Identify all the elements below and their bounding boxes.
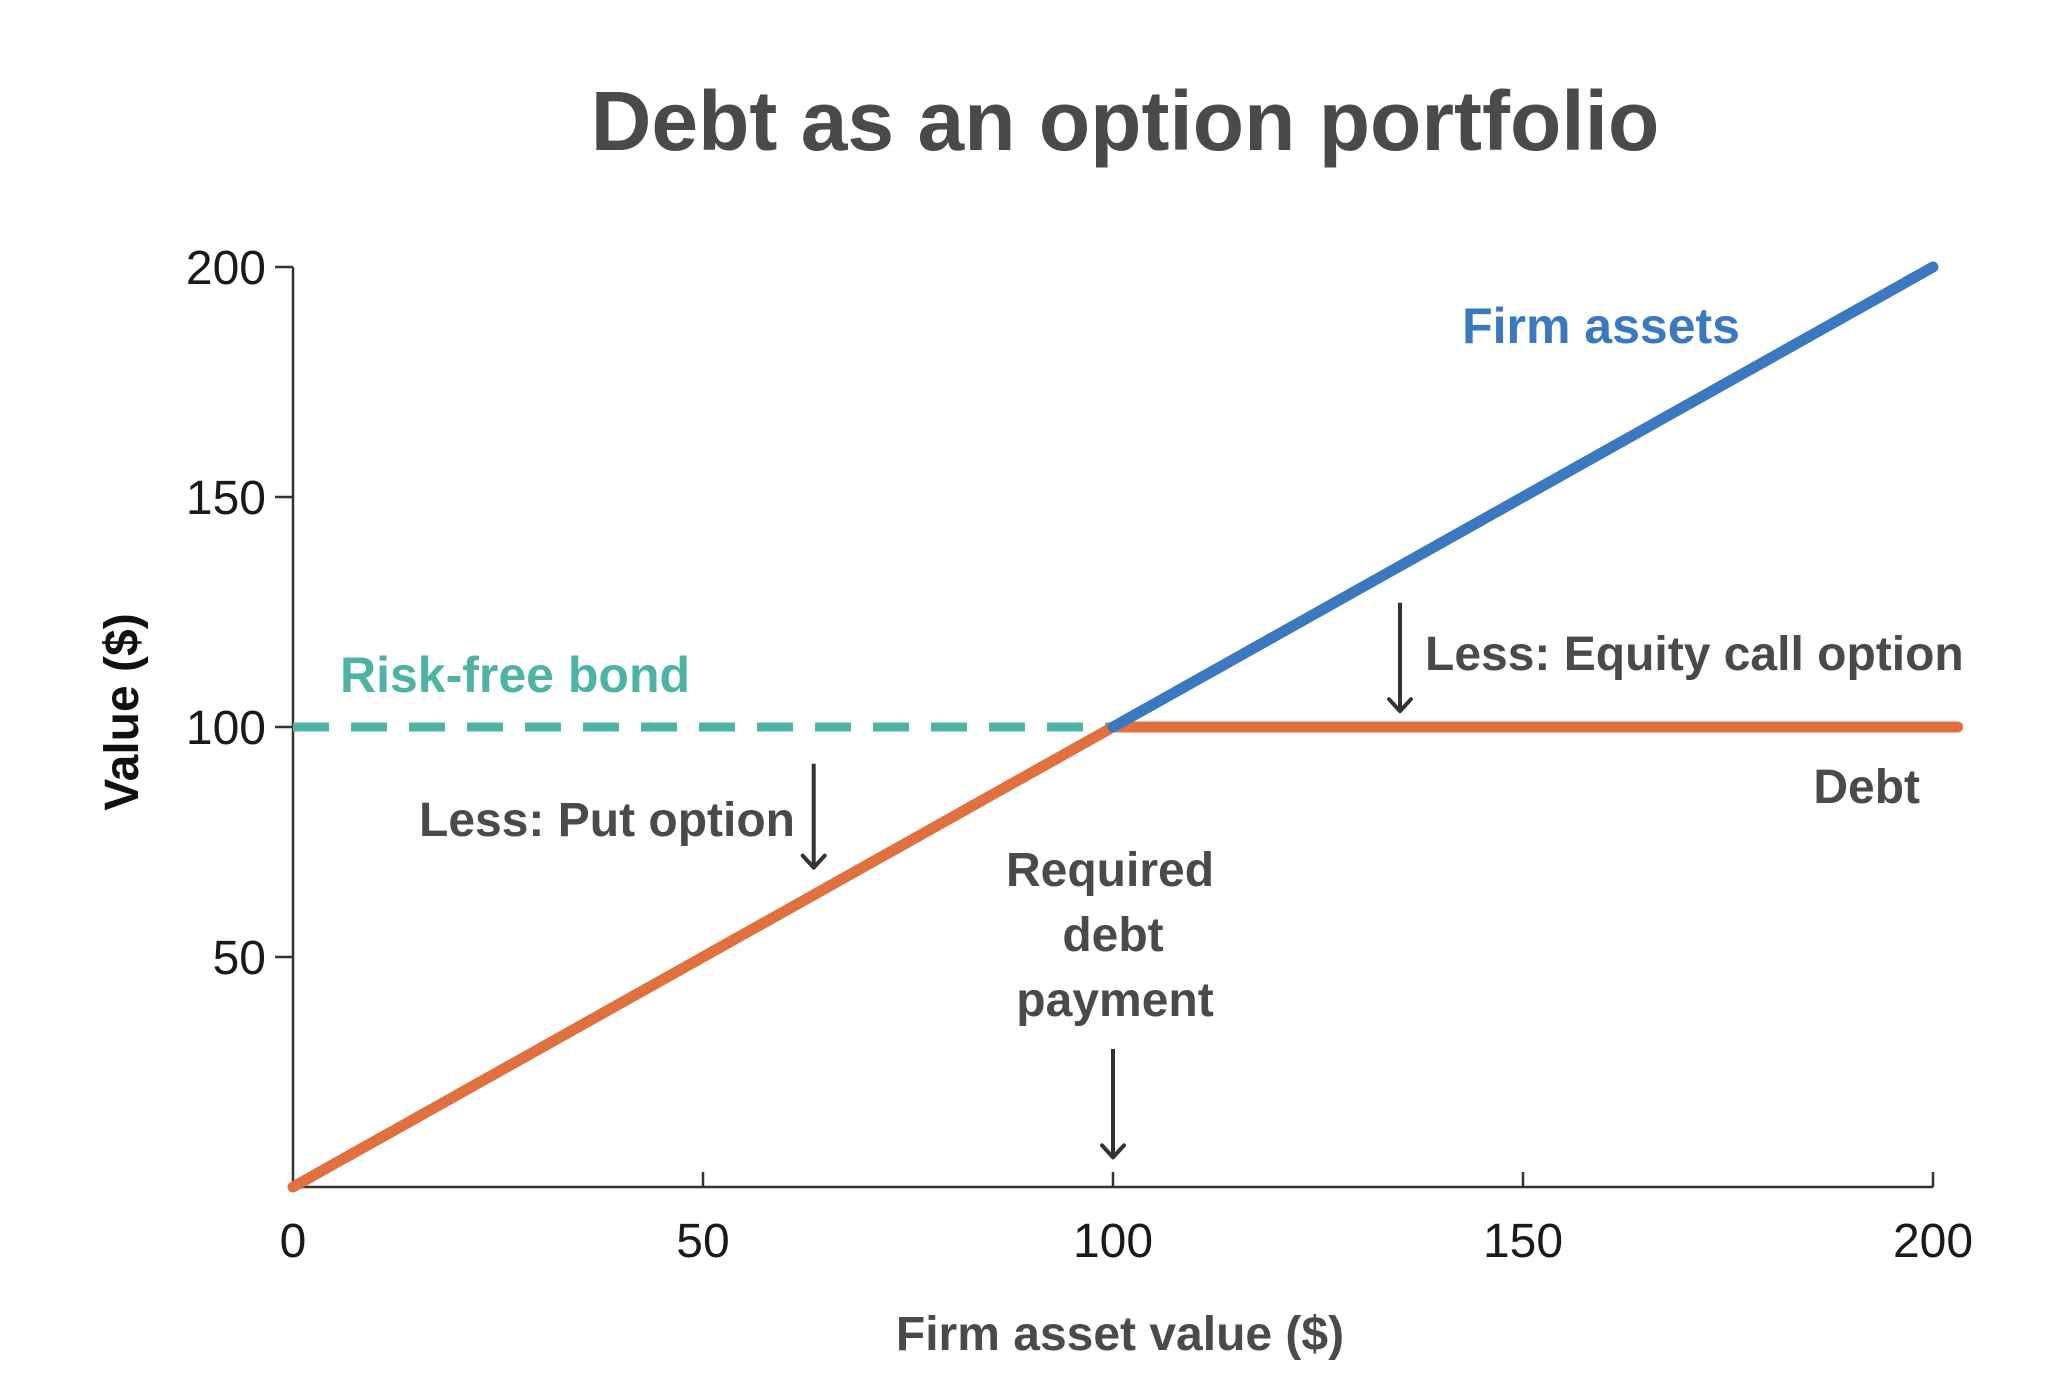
annotation-required-debt-line-1: Required: [1006, 844, 1214, 897]
series-line-firm-assets: [1107, 261, 1939, 733]
annotation-required-debt-line-3: payment: [1016, 974, 1213, 1027]
y-tick-label: 150: [186, 472, 266, 525]
x-tick-label: 0: [280, 1215, 307, 1268]
annotation-arrow-head: [1387, 697, 1413, 714]
x-tick-label: 200: [1893, 1215, 1973, 1268]
y-axis-label: Value ($): [96, 613, 149, 810]
annotation-arrow-head: [1100, 1143, 1126, 1160]
ticks: 0 50 100 150 200 50 100 150 200: [186, 242, 1973, 1268]
annotation-put-option: Less: Put option: [419, 794, 795, 847]
y-tick-label: 100: [186, 702, 266, 755]
annotation-arrows: [800, 602, 1413, 1160]
annotation-arrow-head: [800, 853, 827, 870]
x-tick-label: 50: [676, 1215, 729, 1268]
series-label-risk-free-bond: Risk-free bond: [340, 647, 690, 703]
series-label-debt: Debt: [1813, 761, 1920, 814]
x-tick-label: 100: [1073, 1215, 1153, 1268]
series: [287, 261, 1964, 1193]
x-tick-label: 150: [1483, 1215, 1563, 1268]
y-tick-label: 50: [213, 932, 266, 985]
annotation-required-debt-line-2: debt: [1062, 909, 1163, 962]
series-label-firm-assets: Firm assets: [1462, 298, 1740, 354]
chart-title: Debt as an option portfolio: [591, 74, 1660, 168]
y-tick-label: 200: [186, 242, 266, 295]
annotation-equity-call-option: Less: Equity call option: [1425, 628, 1964, 681]
x-axis-label: Firm asset value ($): [896, 1308, 1344, 1361]
